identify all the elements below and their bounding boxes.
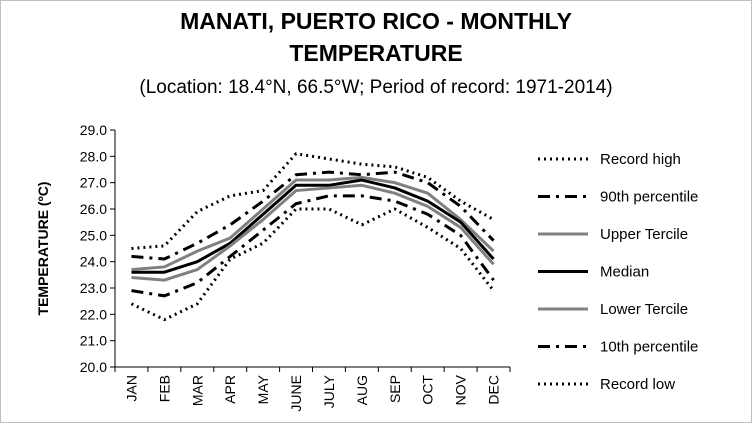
x-tick-label: MAR: [189, 375, 205, 406]
y-tick-label: 23.0: [80, 280, 107, 296]
legend: Record high 90th percentile Upper Tercile M…: [538, 151, 698, 393]
series-line-upper-tercile: [131, 175, 495, 272]
y-tick-label: 24.0: [80, 254, 107, 270]
x-tick-label: OCT: [420, 375, 436, 405]
chart-title-line2: TEMPERATURE: [289, 40, 463, 66]
chart-title-line1: MANATI, PUERTO RICO - MONTHLY: [180, 8, 572, 34]
series-line-90th-percentile: [131, 170, 495, 261]
x-tick-label: DEC: [486, 375, 502, 405]
x-tick-label: AUG: [354, 375, 370, 405]
x-tick-label: JUNE: [288, 375, 304, 412]
legend-label: Median: [600, 264, 649, 281]
x-tick-label: JAN: [123, 375, 139, 401]
y-tick-label: 28.0: [80, 148, 107, 164]
legend-label: Record high: [600, 151, 681, 168]
x-tick-label: MAY: [255, 374, 271, 404]
legend-label: Lower Tercile: [600, 301, 688, 318]
y-tick-label: 27.0: [80, 175, 107, 191]
x-tick-label: APR: [222, 375, 238, 404]
legend-label: Upper Tercile: [600, 226, 688, 243]
y-tick-label: 22.0: [80, 306, 107, 322]
axes: 20.0 21.0 22.0 23.0 24.0 25.0 26.0 27.0 28.0 29.0…: [35, 122, 511, 412]
series-line-record-high: [131, 152, 495, 250]
series-line-10th-percentile: [131, 194, 495, 298]
legend-label: 10th percentile: [600, 339, 698, 356]
y-tick-label: 25.0: [80, 227, 107, 243]
legend-label: Record low: [600, 376, 675, 393]
legend-label: 90th percentile: [600, 189, 698, 206]
y-axis-label: TEMPERATURE (ºC): [35, 182, 51, 316]
series-line-median: [131, 178, 495, 274]
series-line-record-low: [130, 207, 495, 322]
y-tick-label: 26.0: [80, 201, 107, 217]
y-tick-label: 20.0: [80, 359, 107, 375]
x-tick-label: NOV: [453, 374, 469, 405]
series-lines: [130, 152, 495, 322]
y-tick-label: 21.0: [80, 333, 107, 349]
x-tick-label: JULY: [321, 374, 337, 408]
chart-subtitle: (Location: 18.4°N, 66.5°W; Period of rec…: [139, 77, 613, 98]
y-tick-label: 29.0: [80, 122, 107, 138]
series-line-lower-tercile: [131, 183, 495, 282]
x-tick-label: FEB: [156, 375, 172, 402]
x-tick-label: SEP: [387, 375, 403, 403]
